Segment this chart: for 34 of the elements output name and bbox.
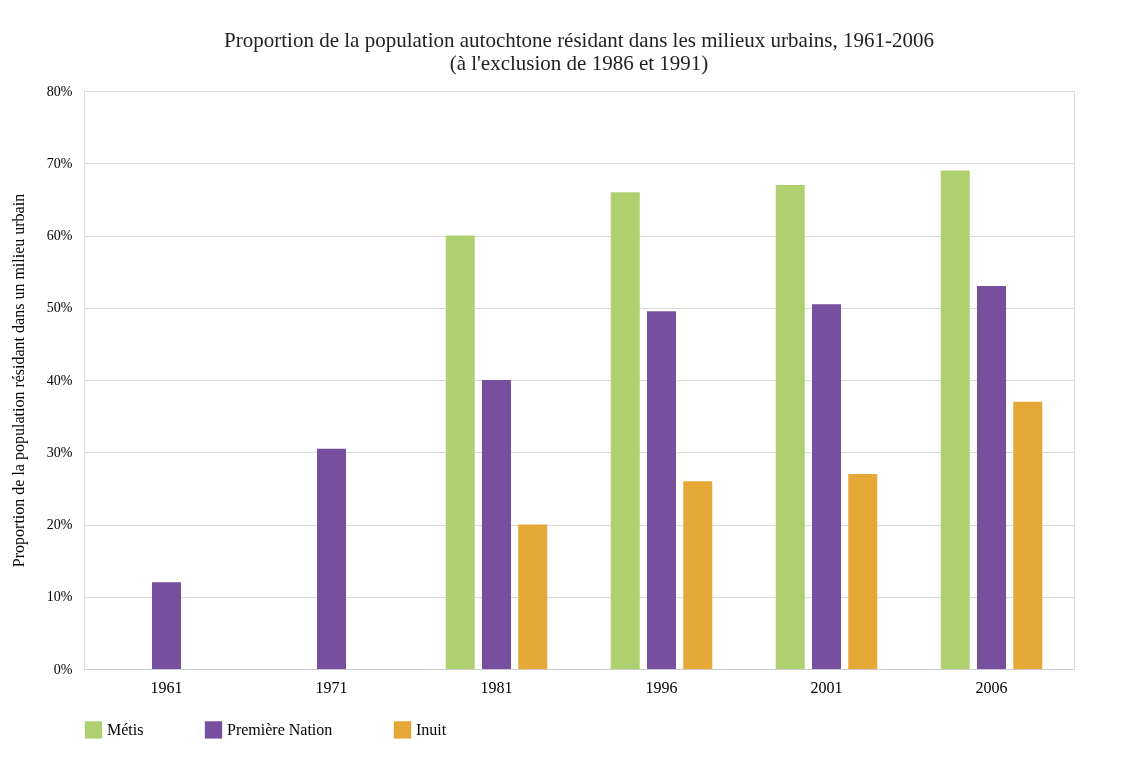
bar <box>152 582 181 669</box>
bar <box>518 524 548 669</box>
bar <box>848 473 878 669</box>
bar <box>1013 401 1043 669</box>
y-tick-label: 60% <box>46 228 73 243</box>
bar <box>775 184 805 669</box>
bar <box>610 192 640 669</box>
x-tick-label: 1961 <box>150 678 183 696</box>
y-tick-label: 20% <box>46 517 73 532</box>
legend-label: Métis <box>107 720 144 738</box>
x-tick-label: 2006 <box>975 678 1008 696</box>
bar <box>683 481 713 669</box>
bar <box>977 286 1006 669</box>
y-tick-label: 0% <box>53 661 73 677</box>
bar <box>940 170 970 669</box>
y-axis-title: Proportion de la population résidant dans un milieu urbain <box>9 193 28 568</box>
y-tick-label: 80% <box>46 83 73 99</box>
bar <box>647 311 676 669</box>
legend-label: Inuit <box>416 720 447 738</box>
bar <box>317 448 346 669</box>
x-tick-label: 2001 <box>810 678 843 696</box>
x-tick-label: 1981 <box>480 678 513 696</box>
y-tick-label: 70% <box>46 155 73 171</box>
chart-title: Proportion de la population autochtone résidant dans les milieux urbains, 1961-2006 (à l'exclusion de 1986 et 1991) <box>224 28 934 75</box>
bar <box>445 235 475 669</box>
x-tick-label: 1971 <box>315 678 348 696</box>
bar <box>482 380 511 669</box>
y-tick-label: 40% <box>46 372 73 388</box>
x-tick-label: 1996 <box>645 678 678 696</box>
legend-label: Première Nation <box>227 720 333 738</box>
y-tick-label: 30% <box>46 444 73 460</box>
bar <box>812 304 841 669</box>
y-tick-label: 50% <box>46 300 73 316</box>
y-tick-label: 10% <box>46 589 73 605</box>
